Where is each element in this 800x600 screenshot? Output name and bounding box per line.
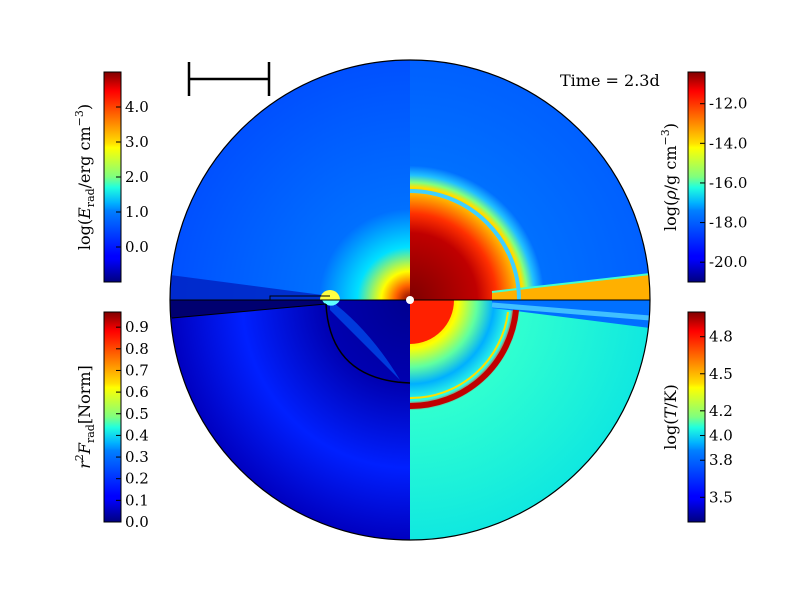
rho-inner-shell xyxy=(409,189,521,301)
length-scale-bar xyxy=(187,62,271,96)
colorbar-temp-tick-label: 4.0 xyxy=(709,427,733,445)
temp-core-wedge xyxy=(410,300,454,344)
colorbar-frad-tick-label: 0.1 xyxy=(125,491,149,509)
colorbar-rho-tick-label: -18.0 xyxy=(709,214,747,232)
colorbar-rho-tick-label: -12.0 xyxy=(709,95,747,113)
quadrant-erad xyxy=(170,60,410,300)
colorbar-rho xyxy=(687,71,706,283)
colorbar-temp-tick-label: 3.5 xyxy=(709,488,733,506)
colorbar-erad-tick-label: 4.0 xyxy=(125,98,149,116)
frad-bright-lobe xyxy=(330,300,400,380)
colorbar-temp xyxy=(687,311,706,523)
time-label: Time = 2.3d xyxy=(560,71,660,90)
colorbar-temp-tick-label: 3.8 xyxy=(709,451,733,469)
colorbar-frad-tick-label: 0.3 xyxy=(125,448,149,466)
colorbar-frad-tick-label: 0.6 xyxy=(125,383,149,401)
colorbar-temp-tick-label: 4.2 xyxy=(709,402,733,420)
quadrant-rho xyxy=(410,60,650,300)
quadrant-temp xyxy=(410,300,650,540)
colorbar-frad-tick-label: 0.7 xyxy=(125,361,149,379)
colorbar-rho-tick-label: -20.0 xyxy=(709,253,747,271)
colorbar-frad xyxy=(103,311,122,523)
disk-outline xyxy=(169,59,651,541)
erad-disk-contour xyxy=(269,295,330,300)
colorbar-rho-tick-label: -16.0 xyxy=(709,174,747,192)
frad-disk-contour xyxy=(171,303,327,319)
colorbar-erad-tick-label: 0.0 xyxy=(125,238,149,256)
colorbar-frad-tick-label: 0.9 xyxy=(125,318,149,336)
colorbar-frad-tick-label: 0.5 xyxy=(125,405,149,423)
colorbar-erad-label: log(Erad/erg cm−3) xyxy=(73,104,97,250)
quadrant-frad xyxy=(170,300,410,540)
erad-disk-shadow xyxy=(170,275,330,300)
colorbar-frad-label: r2Frad[Norm] xyxy=(73,365,97,469)
colorbar-frad-tick-label: 0.4 xyxy=(125,426,149,444)
colorbar-frad-tick-label: 0.8 xyxy=(125,340,149,358)
colorbar-erad-tick-label: 1.0 xyxy=(125,203,149,221)
colorbar-ticks: 0.0 1.0 2.0 3.0 4.0 -20.0 -18.0 -16.0 -14.0 -12.0… xyxy=(116,95,747,531)
temp-disk-inner xyxy=(491,302,650,321)
colorbar-frad-tick-label: 0.0 xyxy=(125,513,149,531)
colorbar-frad-tick-label: 0.2 xyxy=(125,470,149,488)
colorbar-temp-tick-label: 4.5 xyxy=(709,365,733,383)
frad-contour xyxy=(325,303,411,384)
temp-shell-ring xyxy=(409,309,519,410)
colorbar-rho-label: log(ρ/g cm−3) xyxy=(659,123,680,231)
colorbar-temp-label: log(T/K) xyxy=(661,384,680,450)
frad-disk-shadow xyxy=(170,300,330,318)
erad-hot-spot xyxy=(320,290,340,300)
colorbar-erad-tick-label: 2.0 xyxy=(125,168,149,186)
colorbar-erad-tick-label: 3.0 xyxy=(125,133,149,151)
center-marker xyxy=(406,296,414,304)
colorbar-temp-tick-label: 4.8 xyxy=(709,328,733,346)
rho-disk-wedge xyxy=(492,274,650,300)
temp-shell-ring-inner xyxy=(409,311,509,400)
colorbar-rho-tick-label: -14.0 xyxy=(709,134,747,152)
